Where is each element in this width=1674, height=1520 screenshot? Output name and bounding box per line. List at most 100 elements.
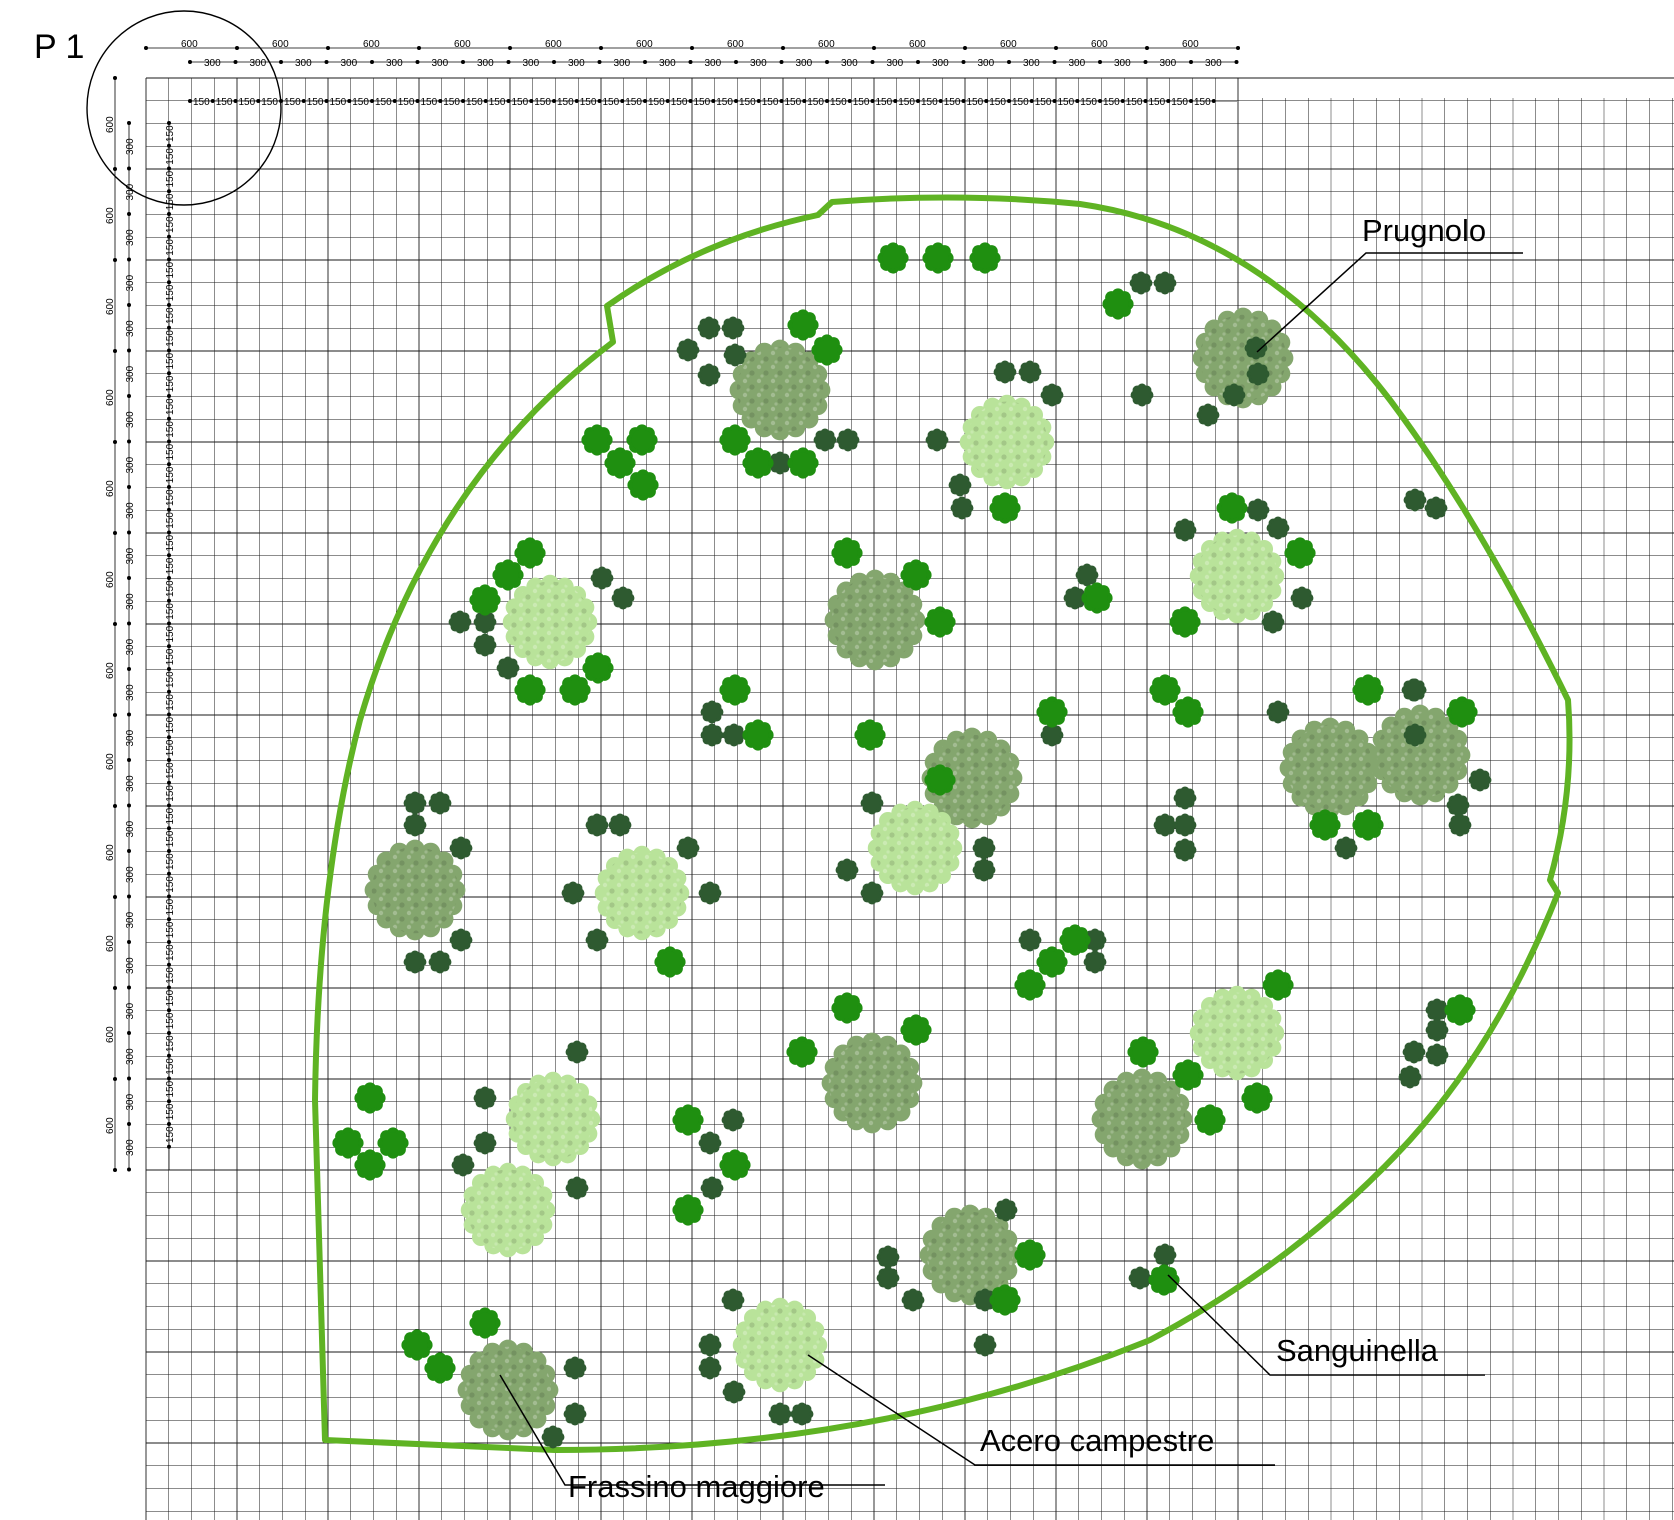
- svg-text:600: 600: [105, 935, 116, 952]
- svg-text:150: 150: [534, 97, 551, 108]
- svg-text:150: 150: [165, 534, 176, 551]
- label-acero-campestre: Acero campestre: [980, 1423, 1214, 1458]
- svg-text:300: 300: [125, 1048, 136, 1065]
- svg-text:150: 150: [165, 1103, 176, 1120]
- prugnolo-shrub: [676, 836, 700, 860]
- svg-text:150: 150: [352, 97, 369, 108]
- prugnolo-shrub: [697, 316, 721, 340]
- prugnolo-shrub: [948, 473, 972, 497]
- prugnolo-shrub: [721, 1108, 745, 1132]
- prugnolo-shrub: [561, 881, 585, 905]
- prugnolo-shrub: [876, 1245, 900, 1269]
- label-prugnolo: Prugnolo: [1362, 213, 1486, 248]
- prugnolo-shrub: [1018, 360, 1042, 384]
- svg-text:300: 300: [386, 58, 403, 69]
- acero-campestre-tree: [505, 1071, 601, 1167]
- sanguinella-shrub: [1241, 1082, 1273, 1114]
- svg-text:600: 600: [818, 39, 835, 50]
- svg-text:600: 600: [105, 480, 116, 497]
- svg-text:150: 150: [716, 97, 733, 108]
- prugnolo-shrub: [1040, 723, 1064, 747]
- sanguinella-shrub: [742, 447, 774, 479]
- svg-text:300: 300: [125, 229, 136, 246]
- svg-text:150: 150: [512, 97, 529, 108]
- prugnolo-shrub: [473, 633, 497, 657]
- svg-text:300: 300: [1205, 58, 1222, 69]
- svg-text:150: 150: [1012, 97, 1029, 108]
- prugnolo-shrub: [403, 791, 427, 815]
- sanguinella-shrub: [989, 1284, 1021, 1316]
- prugnolo-shrub: [473, 610, 497, 634]
- svg-text:150: 150: [1035, 97, 1052, 108]
- sanguinella-shrub: [354, 1082, 386, 1114]
- sanguinella-shrub: [811, 334, 843, 366]
- prugnolo-shrub: [1129, 271, 1153, 295]
- svg-text:150: 150: [1194, 97, 1211, 108]
- svg-text:300: 300: [1114, 58, 1131, 69]
- svg-text:150: 150: [165, 466, 176, 483]
- prugnolo-shrub: [1075, 563, 1099, 587]
- svg-text:300: 300: [125, 183, 136, 200]
- svg-text:300: 300: [659, 58, 676, 69]
- sanguinella-shrub: [1036, 696, 1068, 728]
- svg-text:300: 300: [125, 320, 136, 337]
- svg-text:150: 150: [193, 97, 210, 108]
- svg-text:300: 300: [568, 58, 585, 69]
- sanguinella-shrub: [786, 1036, 818, 1068]
- sanguinella-shrub: [401, 1329, 433, 1361]
- svg-text:300: 300: [432, 58, 449, 69]
- svg-text:150: 150: [165, 739, 176, 756]
- svg-text:150: 150: [165, 716, 176, 733]
- prugnolo-shrub: [1018, 928, 1042, 952]
- svg-text:300: 300: [932, 58, 949, 69]
- leader-lines: [499, 252, 1523, 1486]
- sanguinella-shrub: [469, 1307, 501, 1339]
- sanguinella-shrub: [1352, 809, 1384, 841]
- svg-text:300: 300: [125, 911, 136, 928]
- svg-text:150: 150: [967, 97, 984, 108]
- prugnolo-shrub: [585, 928, 609, 952]
- svg-text:150: 150: [762, 97, 779, 108]
- prugnolo-shrub: [1153, 813, 1177, 837]
- acero-campestre-tree: [502, 574, 598, 670]
- svg-text:150: 150: [165, 762, 176, 779]
- svg-text:300: 300: [477, 58, 494, 69]
- svg-text:150: 150: [694, 97, 711, 108]
- sanguinella-shrub: [1148, 1264, 1180, 1296]
- prugnolo-shrub: [1173, 786, 1197, 810]
- svg-text:150: 150: [1058, 97, 1075, 108]
- prugnolo-shrub: [700, 700, 724, 724]
- dimension-rulers: 600 600 600 600 600 600 600 600 600 600 600 600 300 3…: [105, 39, 1240, 1172]
- leader-acero: [807, 1354, 1275, 1466]
- sanguinella-shrub: [672, 1194, 704, 1226]
- svg-text:600: 600: [181, 39, 198, 50]
- svg-text:150: 150: [466, 97, 483, 108]
- svg-text:150: 150: [165, 967, 176, 984]
- prugnolo-shrub: [1128, 1266, 1152, 1290]
- prugnolo-shrub: [563, 1356, 587, 1380]
- svg-text:600: 600: [105, 1117, 116, 1134]
- svg-text:150: 150: [557, 97, 574, 108]
- prugnolo-shrub: [1425, 1018, 1449, 1042]
- prugnolo-shrub: [836, 428, 860, 452]
- prugnolo-shrub: [698, 1333, 722, 1357]
- label-sanguinella: Sanguinella: [1276, 1333, 1439, 1368]
- svg-text:150: 150: [989, 97, 1006, 108]
- svg-text:150: 150: [165, 921, 176, 938]
- svg-text:150: 150: [165, 1035, 176, 1052]
- frassino-maggiore-tree: [821, 1032, 923, 1134]
- prugnolo-shrub: [1153, 271, 1177, 295]
- prugnolo-shrub: [590, 566, 614, 590]
- prugnolo-shrub: [1153, 1243, 1177, 1267]
- svg-text:300: 300: [523, 58, 540, 69]
- svg-text:300: 300: [125, 1139, 136, 1156]
- sanguinella-shrub: [831, 537, 863, 569]
- svg-text:150: 150: [165, 330, 176, 347]
- prugnolo-shrub: [449, 928, 473, 952]
- prugnolo-shrub: [993, 360, 1017, 384]
- svg-text:150: 150: [165, 648, 176, 665]
- prugnolo-shrub: [565, 1176, 589, 1200]
- sanguinella-shrub: [654, 946, 686, 978]
- svg-text:150: 150: [625, 97, 642, 108]
- acero-campestre-tree: [594, 845, 690, 941]
